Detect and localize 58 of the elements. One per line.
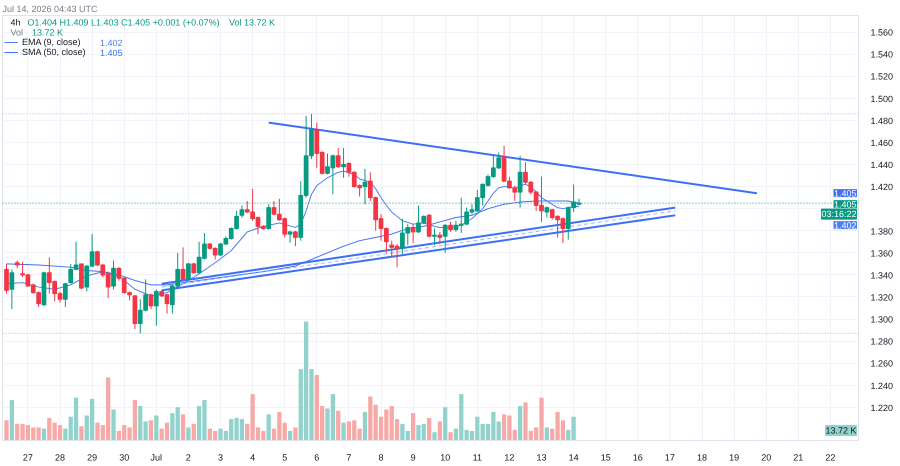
x-tick-label: Jul	[150, 452, 162, 462]
x-tick-label: 17	[664, 452, 675, 462]
ref-line-label: 1.405	[834, 200, 857, 210]
x-tick-label: 4	[250, 452, 256, 462]
y-tick-label: 1.420	[870, 182, 894, 192]
annotation: 4h	[10, 18, 21, 28]
annotation: 1.405	[834, 188, 857, 199]
annotation: 03:16:22	[821, 209, 857, 220]
y-tick-label: 1.260	[870, 358, 894, 369]
legend-label: EMA (9, close)	[22, 37, 81, 47]
y-tick-label: 1.500	[870, 94, 894, 104]
x-tick-label: 11	[472, 452, 482, 462]
y-tick-label: 1.520	[870, 72, 894, 82]
y-tick-label: 1.340	[870, 270, 894, 280]
x-tick-label: 10	[440, 452, 450, 462]
x-tick-label: 9	[410, 452, 416, 462]
x-tick-label: 22	[825, 452, 836, 462]
x-tick-label: 16	[632, 452, 643, 462]
x-tick-label: 20	[761, 452, 772, 462]
y-tick-label: 1.320	[870, 292, 894, 302]
x-tick-label: 2	[186, 452, 191, 462]
y-tick-label: 1.380	[870, 226, 894, 236]
y-tick-label: 1.360	[870, 248, 894, 258]
y-tick-label: 1.240	[870, 380, 894, 391]
legend-label: SMA (50, close)	[22, 47, 86, 57]
x-tick-label: 29	[87, 452, 98, 462]
y-tick-label: 1.300	[870, 314, 894, 325]
x-tick-label: 21	[793, 452, 804, 462]
annotation: 1.402	[834, 220, 857, 231]
y-tick-label: 1.460	[870, 138, 894, 148]
y-tick-label: 1.560	[870, 28, 894, 38]
x-tick-label: 28	[55, 452, 66, 462]
annotation: Vol 13.72 K	[229, 18, 276, 28]
x-tick-label: 8	[378, 452, 384, 462]
x-tick-label: 3	[218, 452, 224, 462]
x-tick-label: 14	[568, 452, 579, 462]
annotation: 1.405	[100, 48, 123, 58]
annotation: 1.402	[100, 38, 123, 48]
chart-title: Vol	[10, 28, 24, 38]
y-tick-label: 1.220	[870, 402, 894, 413]
x-tick-label: 12	[504, 452, 514, 462]
x-tick-label: 6	[314, 452, 320, 462]
y-tick-label: 1.480	[870, 116, 894, 126]
y-tick-label: 1.280	[870, 336, 894, 347]
x-tick-label: 18	[697, 452, 708, 462]
x-tick-label: 30	[119, 452, 130, 462]
x-tick-label: 15	[600, 452, 611, 462]
y-tick-label: 1.440	[870, 160, 894, 170]
annotation: 13.72 K	[32, 28, 64, 38]
y-tick-label: 1.540	[870, 50, 894, 60]
annotation: O1.404 H1.409 L1.403 C1.405 +0.001 (+0.07%)	[28, 18, 220, 28]
x-tick-label: 19	[729, 452, 740, 462]
x-tick-label: 27	[22, 452, 33, 462]
x-tick-label: 5	[282, 452, 288, 462]
annotation: 13.72 K	[825, 426, 857, 436]
text: Jul 14, 2026 04:43 UTC	[2, 4, 98, 14]
x-tick-label: 7	[346, 452, 352, 462]
x-tick-label: 13	[536, 452, 547, 462]
